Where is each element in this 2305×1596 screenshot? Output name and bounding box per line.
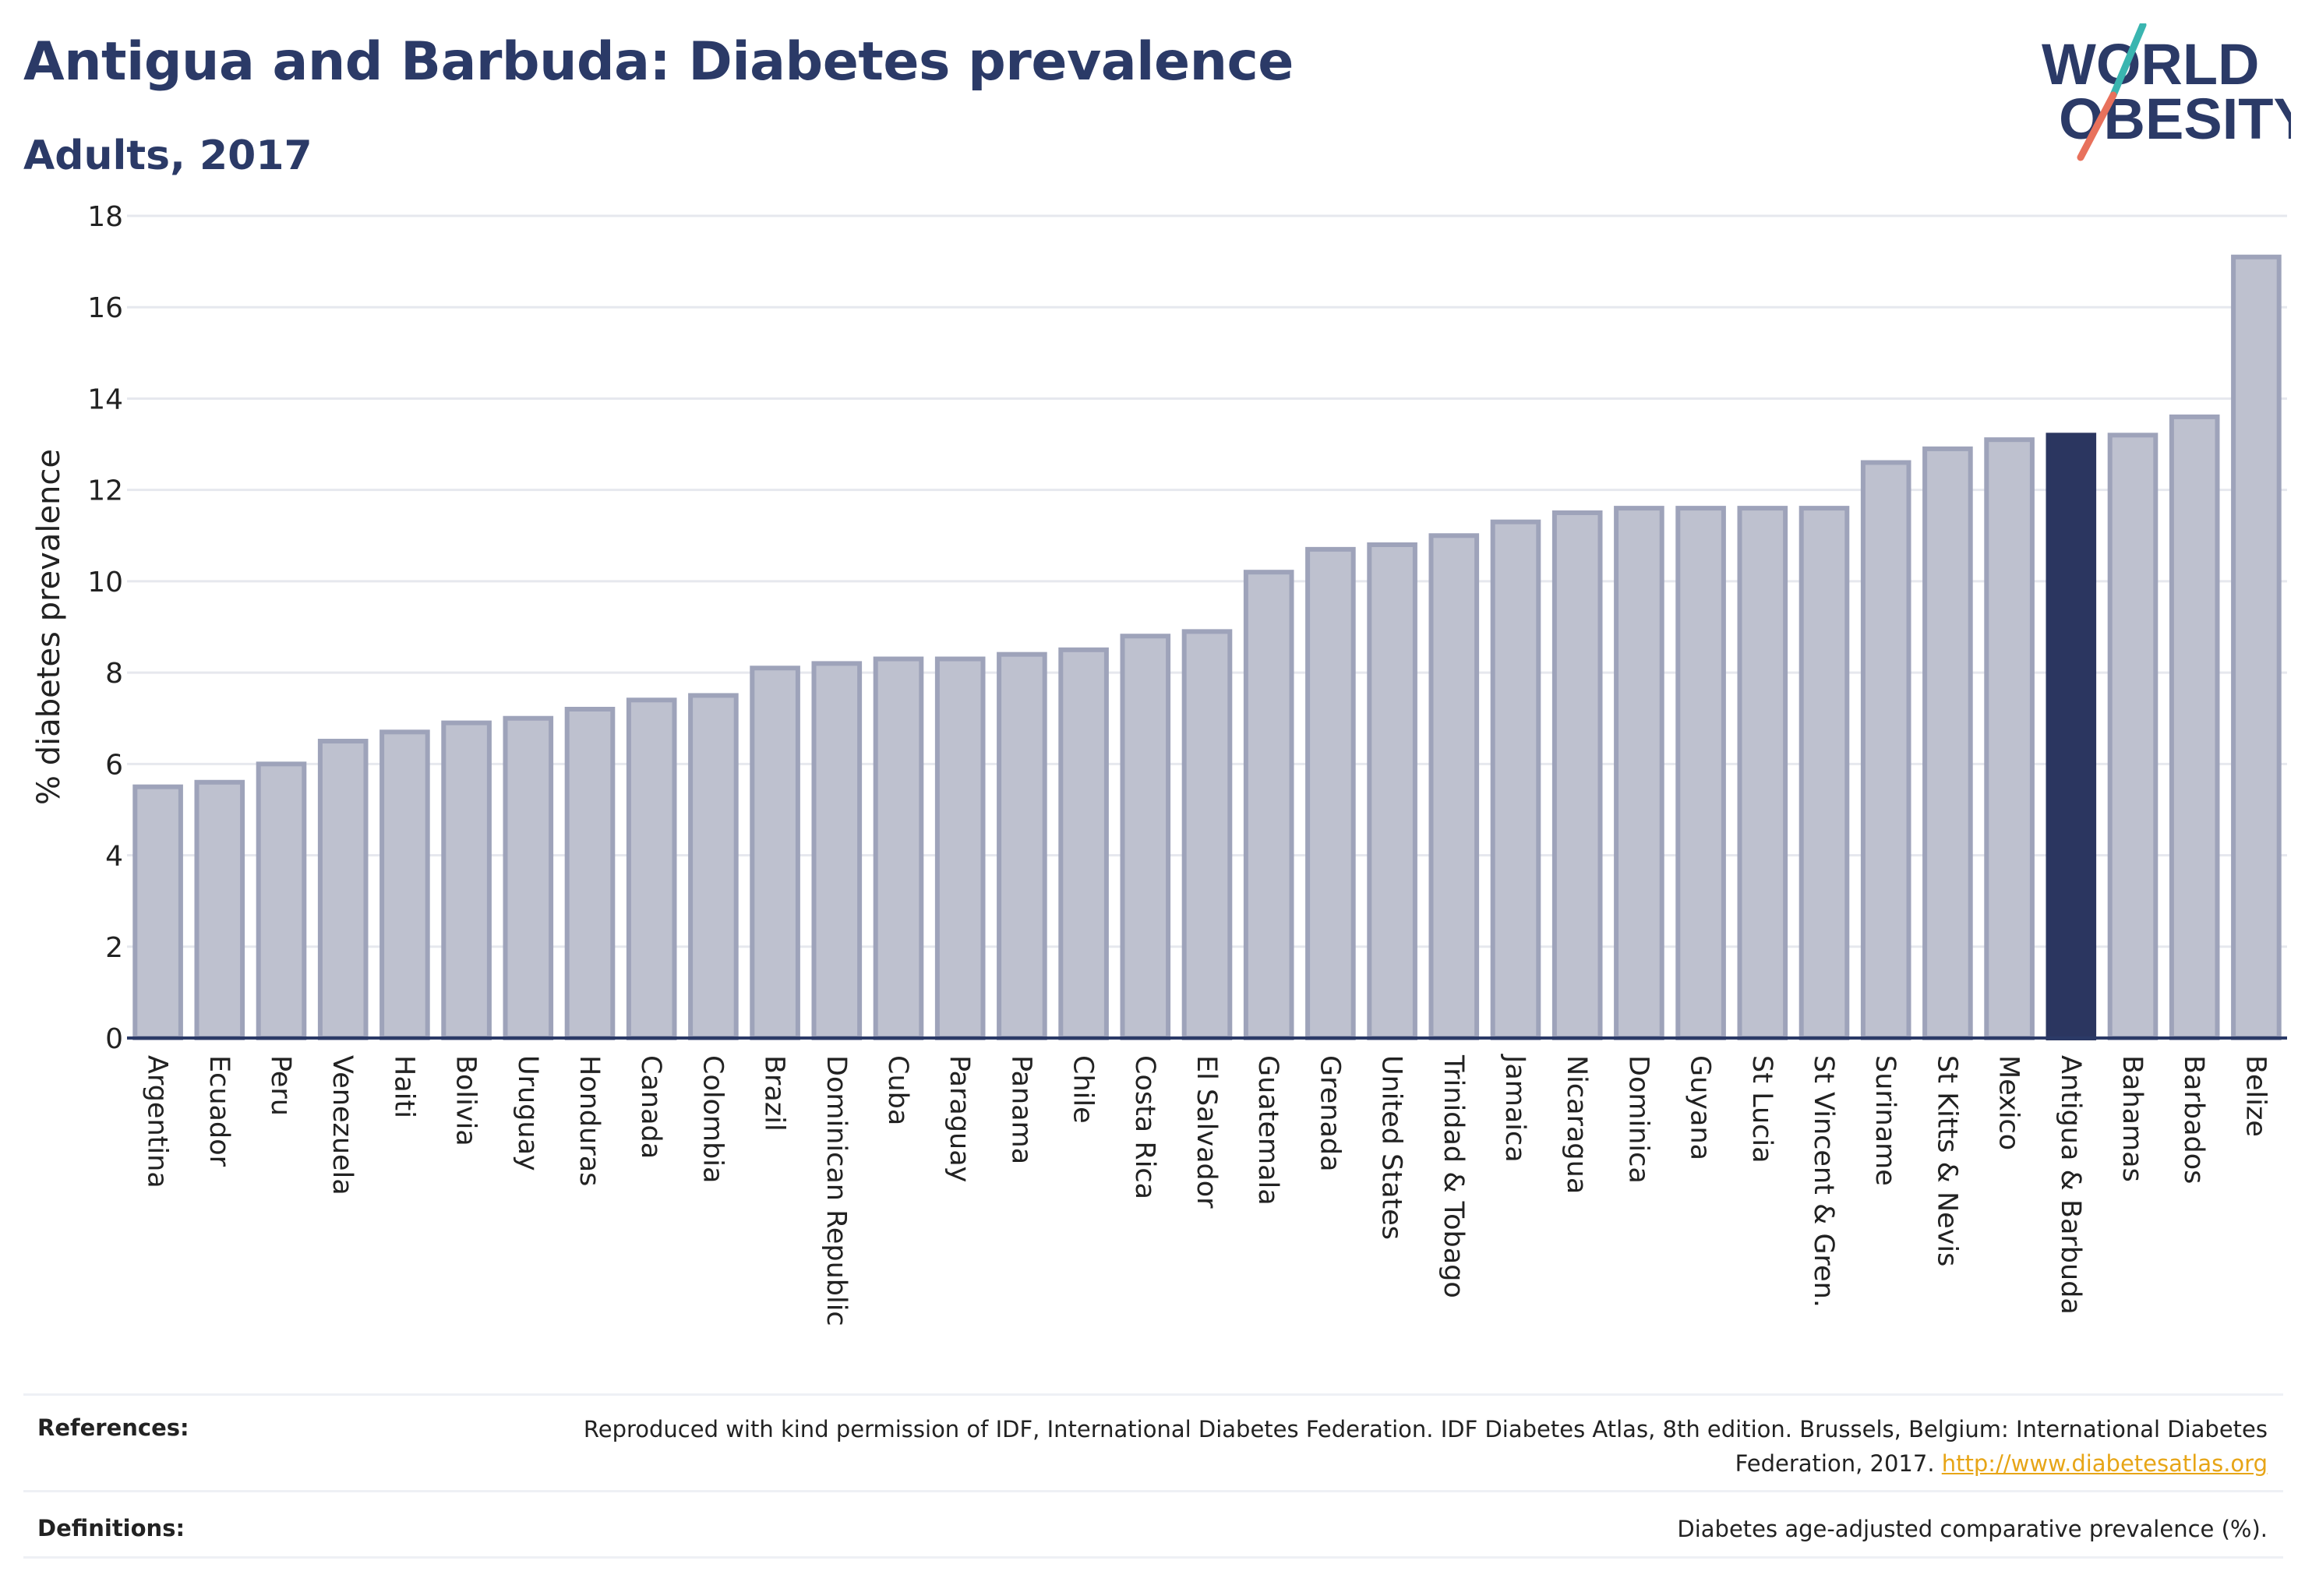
bar <box>1675 506 1726 1040</box>
x-tick-label: Dominican Republic <box>821 1055 852 1326</box>
logo-slash-top <box>2109 23 2147 99</box>
chart-title: Antigua and Barbuda: Diabetes prevalence <box>23 31 1294 93</box>
x-tick-label: Cuba <box>882 1055 913 1125</box>
bar <box>1058 647 1109 1040</box>
y-tick-label: 10 <box>87 567 123 598</box>
y-tick-label: 0 <box>105 1023 123 1055</box>
bar <box>2231 254 2282 1040</box>
x-tick-label: St Kitts & Nevis <box>1931 1055 1962 1266</box>
x-tick-label: Guyana <box>1685 1055 1716 1160</box>
bar <box>997 651 1047 1041</box>
y-tick-label: 14 <box>87 383 123 415</box>
bar <box>688 693 739 1041</box>
bar <box>750 666 800 1040</box>
y-tick-label: 6 <box>105 749 123 781</box>
x-tick-label: Colombia <box>697 1055 728 1183</box>
x-tick-label: Canada <box>635 1055 666 1159</box>
references-body: Reproduced with kind permission of IDF, … <box>583 1416 2268 1477</box>
footer-divider-bottom <box>23 1556 2283 1559</box>
x-tick-label: Chile <box>1068 1055 1099 1124</box>
x-tick-label: United States <box>1376 1055 1407 1240</box>
x-tick-label: Barbados <box>2178 1055 2209 1184</box>
y-tick-label: 8 <box>105 658 123 690</box>
x-tick-label: Grenada <box>1314 1055 1345 1172</box>
bar <box>934 656 986 1040</box>
bar <box>2107 433 2159 1040</box>
bar <box>1737 506 1788 1040</box>
bar <box>873 656 924 1040</box>
bar <box>1243 570 1294 1040</box>
y-tick-label: 4 <box>105 841 123 873</box>
bar <box>1551 510 1603 1040</box>
x-tick-label: Bahamas <box>2116 1055 2148 1182</box>
references-text: Reproduced with kind permission of IDF, … <box>475 1412 2268 1481</box>
bar <box>503 715 554 1040</box>
bar <box>256 761 307 1040</box>
y-tick-label: 16 <box>87 292 123 324</box>
logo-slash-bottom <box>2077 91 2117 161</box>
bar <box>1490 519 1541 1040</box>
x-tick-label: Belize <box>2240 1055 2271 1137</box>
bar <box>626 697 677 1040</box>
x-tick-label: Honduras <box>574 1055 605 1186</box>
bar <box>1614 506 1664 1040</box>
footer-divider-top <box>23 1393 2283 1396</box>
chart-subtitle: Adults, 2017 <box>23 132 312 179</box>
x-tick-label: Peru <box>265 1055 296 1116</box>
definitions-label: Definitions: <box>37 1515 185 1541</box>
x-tick-label: Dominica <box>1622 1055 1654 1184</box>
x-tick-label: Bolivia <box>450 1055 482 1146</box>
bar <box>441 720 492 1040</box>
logo-text-world: WORLD <box>2042 32 2260 97</box>
x-tick-label: Guatemala <box>1252 1055 1283 1206</box>
bar <box>2169 414 2220 1040</box>
x-tick-label: Mexico <box>1993 1055 2024 1150</box>
x-tick-label: Trinidad & Tobago <box>1438 1054 1469 1298</box>
x-tick-label: Haiti <box>388 1055 419 1118</box>
x-tick-label: Jamaica <box>1499 1054 1530 1163</box>
bar <box>811 661 863 1041</box>
bar-chart: 0 2 4 6 8 10 12 14 16 18 % diabetes prevalence Arge… <box>31 201 2287 1326</box>
y-tick-label: 12 <box>87 475 123 507</box>
y-axis-label: % diabetes prevalence <box>31 449 67 805</box>
y-tick-label: 18 <box>87 201 123 233</box>
bar <box>379 729 430 1040</box>
bar <box>1120 634 1171 1040</box>
x-tick-label: Argentina <box>142 1055 173 1188</box>
world-obesity-logo: WORLD OBESITY <box>2042 23 2291 161</box>
bar <box>564 707 616 1040</box>
references-label: References: <box>37 1414 189 1441</box>
bar <box>1922 446 1973 1040</box>
bar <box>317 739 369 1040</box>
x-tick-label: Uruguay <box>512 1055 543 1171</box>
footer-divider-middle <box>23 1490 2283 1492</box>
x-tick-label: St Vincent & Gren. <box>1808 1055 1839 1308</box>
definitions-text: Diabetes age-adjusted comparative preval… <box>1677 1516 2268 1542</box>
x-tick-label: Nicaragua <box>1561 1055 1592 1194</box>
bar <box>2046 433 2097 1040</box>
references-link[interactable]: http://www.diabetesatlas.org <box>1941 1450 2268 1477</box>
x-tick-label: El Salvador <box>1191 1055 1222 1209</box>
x-tick-label: St Lucia <box>1746 1055 1777 1163</box>
x-tick-label: Paraguay <box>944 1055 975 1182</box>
x-tick-label: Suriname <box>1869 1055 1901 1186</box>
bar <box>1798 506 1850 1040</box>
bar <box>1367 542 1417 1040</box>
bar <box>1428 533 1480 1040</box>
x-tick-label: Brazil <box>759 1055 790 1132</box>
x-tick-label: Panama <box>1005 1055 1036 1164</box>
bar <box>1181 629 1233 1040</box>
bar <box>132 784 183 1041</box>
bar <box>1984 437 2035 1040</box>
x-tick-label: Ecuador <box>203 1055 235 1167</box>
bar <box>1305 546 1356 1040</box>
x-tick-label: Venezuela <box>327 1055 358 1195</box>
bar <box>194 779 245 1040</box>
x-tick-label: Antigua & Barbuda <box>2055 1055 2086 1315</box>
y-tick-label: 2 <box>105 932 123 964</box>
x-tick-label: Costa Rica <box>1129 1055 1160 1199</box>
bar <box>1860 460 1911 1040</box>
